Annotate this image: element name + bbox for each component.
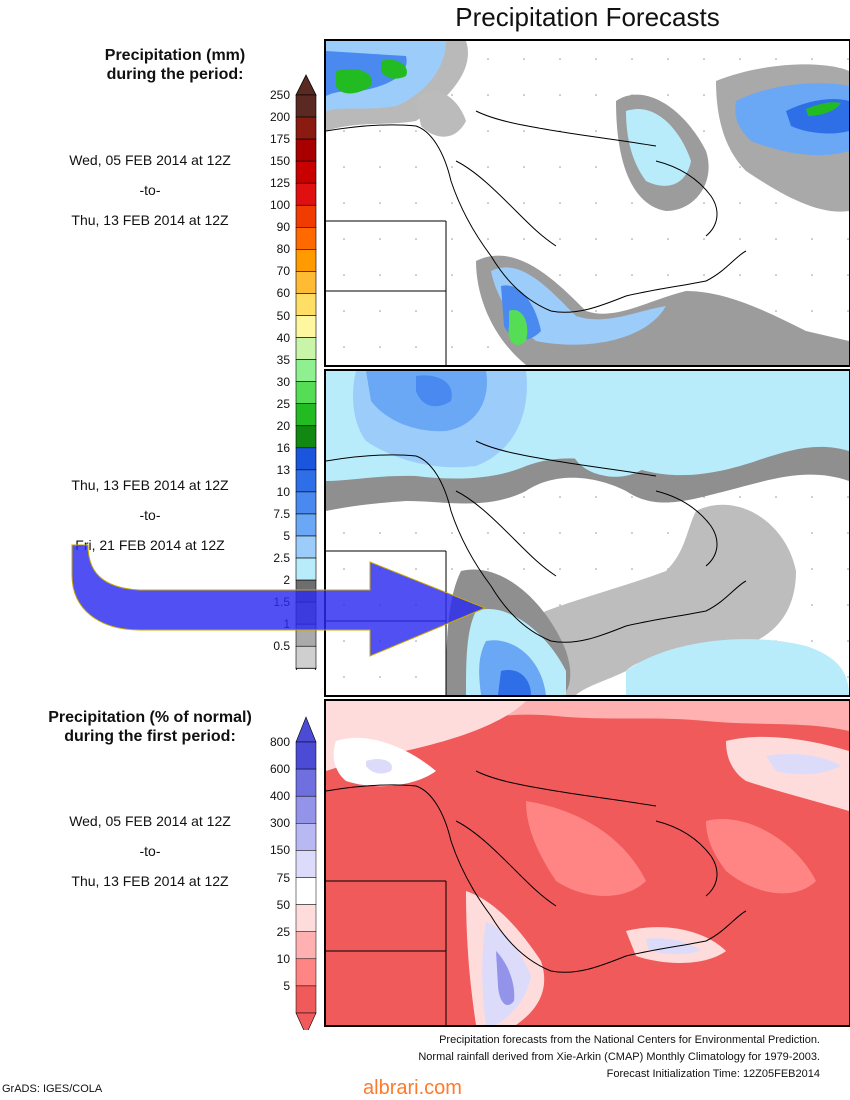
legend-pct-swatch [295,795,317,824]
legend-mm-tick: 250 [269,88,290,102]
legend-pct-swatch [295,877,317,905]
legend-pct-tick: 300 [269,816,290,831]
legend-mm-heading: Precipitation (mm) during the period: [55,46,295,84]
blue-arrow-overlay [71,544,487,657]
grads-label: GrADS: IGES/COLA [2,1083,103,1095]
legend-mm-tick: 80 [276,242,290,257]
legend-mm-tick: 0.5 [273,639,290,654]
map-panel-week2-precip [324,369,850,697]
legend-mm-tick: 35 [276,352,290,367]
credits: Precipitation forecasts from the Nationa… [220,1032,820,1083]
legend-pct-heading-line1: Precipitation (% of normal) [48,709,252,726]
legend-mm-tick: 50 [276,308,290,323]
map-panel-week1-precip [324,39,850,367]
legend-pct-swatch [295,741,317,770]
legend-pct-bottom-cap [295,1012,317,1030]
legend-pct-swatch [295,958,317,987]
legend-pct-swatch [295,768,317,797]
period3-sep: -to- [139,843,161,859]
legend-mm-tick: 25 [276,396,290,411]
arrow-shape [71,544,487,657]
period1-start: Wed, 05 FEB 2014 at 12Z [69,152,231,168]
credits-line2: Normal rainfall derived from Xie-Arkin (… [418,1051,820,1063]
watermark: albrari.com [363,1077,462,1099]
legend-mm-tick: 30 [276,374,290,389]
legend-pct-tick: 10 [276,951,290,966]
legend-pct-top-cap [295,716,317,743]
period2-end: Fri, 21 FEB 2014 at 12Z [75,537,225,553]
legend-mm-tick: 7.5 [273,506,290,521]
legend-pct-tick: 5 [283,978,290,993]
legend-mm-tick: 100 [269,198,290,213]
legend-mm-tick: 125 [269,176,290,191]
legend-mm-tick: 16 [276,440,290,455]
legend-mm-tick: 200 [269,110,290,125]
legend-pct-tick: 400 [269,789,290,804]
legend-pct-tick: 600 [269,762,290,777]
legend-pct-tick: 150 [269,843,290,858]
map-week2-svg [326,371,849,695]
legend-pct-heading: Precipitation (% of normal) during the f… [30,708,270,746]
legend-pct-tick: 800 [269,735,290,749]
legend-pct-swatch [295,823,317,851]
legend-mm-tick: 2.5 [273,551,290,566]
legend-mm-tick: 40 [276,330,290,345]
credits-line1: Precipitation forecasts from the Nationa… [439,1034,820,1046]
legend-pct-swatch [295,985,317,1014]
period2-start: Thu, 13 FEB 2014 at 12Z [71,477,229,493]
legend-mm-tick: 60 [276,286,290,301]
legend-mm-heading-line2: during the period: [106,66,244,83]
page-title: Precipitation Forecasts [455,2,720,32]
legend-mm-tick: 175 [269,132,290,147]
legend-pct-swatch [295,850,317,878]
period2-sep: -to- [139,507,161,523]
period1-sep: -to- [139,182,161,198]
legend-mm-tick: 2 [283,573,290,588]
legend-mm-tick: 10 [276,484,290,499]
map-week1-svg [326,41,849,365]
map-percent-svg [326,701,849,1025]
legend-mm-tick: 150 [269,154,290,169]
map-panel-percent-normal [324,699,850,1027]
legend-mm-heading-line1: Precipitation (mm) [104,47,246,64]
legend-mm-tick: 70 [276,264,290,279]
legend-mm-bottom-cap [295,667,317,670]
legend-pct-swatch [295,904,317,932]
period1-end: Thu, 13 FEB 2014 at 12Z [71,212,229,228]
legend-mm-tick: 5 [283,529,290,543]
period3-start: Wed, 05 FEB 2014 at 12Z [69,813,231,829]
legend-mm-bar-svg [295,74,317,670]
legend-mm-tick: 13 [276,462,290,477]
legend-mm-tick: 20 [276,418,290,433]
legend-pct-bar-svg [295,716,317,1030]
credits-line3: Forecast Initialization Time: 12Z05FEB20… [606,1068,820,1080]
legend-pct-tick: 50 [276,897,290,912]
legend-pct-tick: 25 [276,924,290,939]
legend-pct-tick: 75 [276,870,290,885]
legend-pct-swatch [295,931,317,960]
legend-mm-tick: 90 [276,220,290,235]
legend-pct-heading-line2: during the first period: [64,728,236,745]
period3-end: Thu, 13 FEB 2014 at 12Z [71,873,229,889]
legend-pct-colorbar: 800 600 400 300 150 75 50 25 10 5 [0,0,330,1030]
legend-mm-colorbar: 250 200 175 150 125 100 90 80 70 60 50 40 35 30 25 20 16… [0,0,330,670]
